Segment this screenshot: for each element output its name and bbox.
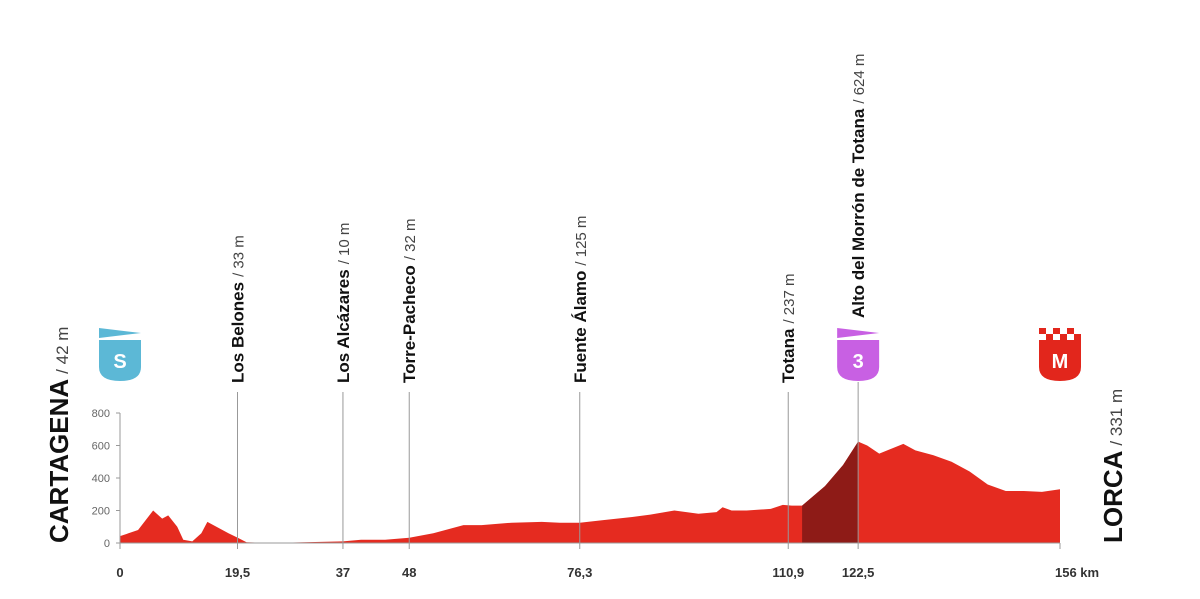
checker [1046,334,1053,340]
waypoint-label-name: Fuente Álamo [571,271,590,383]
waypoint-label: Fuente Álamo / 125 m [571,216,590,383]
waypoint-label-elevation: / 237 m [781,274,798,324]
waypoint-label: Los Belones / 33 m [229,235,248,383]
finish-label: LORCA / 331 m [1098,389,1128,543]
y-tick-label: 600 [92,441,110,453]
x-tick-label: 110,9 [772,565,804,580]
y-tick-label: 800 [92,408,110,420]
x-tick-label: 19,5 [225,565,250,580]
x-tick-label: 122,5 [842,565,875,580]
badge-label: S [113,351,126,373]
waypoint-label: Torre-Pacheco / 32 m [400,219,419,383]
pennant [99,328,141,338]
waypoint-label: Totana / 237 m [779,274,798,384]
waypoint-label-name: Torre-Pacheco [400,265,419,383]
waypoint-label-elevation: / 624 m [851,54,868,104]
climb-highlight [802,441,859,543]
badge-label: 3 [853,351,864,373]
badge: M [1039,328,1081,381]
finish-label-elevation: / 331 m [1107,389,1126,446]
waypoint-label: Los Alcázares / 10 m [334,223,353,383]
checker [1039,328,1046,334]
waypoint-label-name: Alto del Morrón de Totana [849,108,868,318]
badge-shield [99,340,141,381]
pennant [837,328,880,338]
start-label-name: CARTAGENA [44,379,74,543]
badge-shield [1039,340,1081,381]
start-label-elevation: / 42 m [53,327,72,374]
waypoint-label-elevation: / 10 m [336,223,353,265]
waypoint-label-name: Los Belones [229,282,248,383]
checker [1067,328,1074,334]
badge-label: M [1052,351,1069,373]
x-tick-label: 156 km [1055,565,1099,580]
waypoint-label: Alto del Morrón de Totana / 624 m [849,54,868,318]
checker [1074,334,1081,340]
badge: 3 [837,328,880,381]
badge: S [99,328,141,381]
x-tick-label: 48 [402,565,416,580]
finish-label-name: LORCA [1098,450,1128,543]
waypoint-label-name: Los Alcázares [334,269,353,383]
checker [1060,334,1067,340]
checker [1053,328,1060,334]
x-tick-label: 37 [336,565,350,580]
elevation-area [120,441,1060,543]
y-tick-label: 400 [92,473,110,485]
badge-shield [837,340,880,381]
y-tick-label: 200 [92,506,110,518]
waypoint-label-elevation: / 32 m [402,219,419,261]
waypoint-label-name: Totana [779,328,798,383]
start-label: CARTAGENA / 42 m [44,327,74,543]
waypoint-label-elevation: / 33 m [231,235,248,277]
waypoint-label-elevation: / 125 m [573,216,590,266]
y-tick-label: 0 [104,538,110,550]
x-tick-label: 76,3 [567,565,592,580]
x-tick-label: 0 [116,565,123,580]
